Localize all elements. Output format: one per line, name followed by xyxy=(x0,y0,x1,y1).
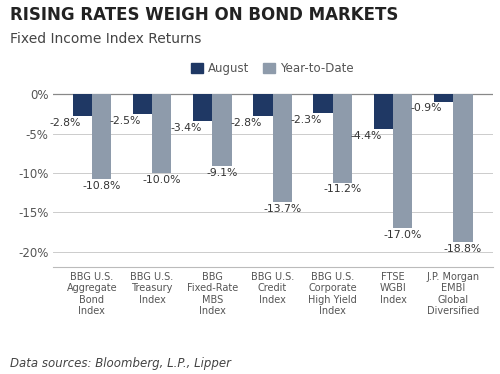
Text: Data sources: Bloomberg, L.P., Lipper: Data sources: Bloomberg, L.P., Lipper xyxy=(10,356,231,370)
Bar xyxy=(393,95,412,228)
Bar xyxy=(332,95,352,183)
Text: -10.8%: -10.8% xyxy=(82,181,120,191)
Bar xyxy=(193,95,212,121)
Bar xyxy=(132,95,152,114)
Text: -0.9%: -0.9% xyxy=(411,104,442,113)
Text: -17.0%: -17.0% xyxy=(384,230,422,240)
Text: -2.5%: -2.5% xyxy=(110,116,141,126)
Bar xyxy=(72,95,92,116)
Bar xyxy=(212,95,232,166)
Text: -10.0%: -10.0% xyxy=(142,175,181,185)
Legend: August, Year-to-Date: August, Year-to-Date xyxy=(186,58,358,80)
Bar xyxy=(272,95,292,202)
Bar xyxy=(434,95,453,101)
Bar xyxy=(374,95,393,129)
Bar xyxy=(453,95,472,242)
Bar xyxy=(253,95,272,116)
Text: Fixed Income Index Returns: Fixed Income Index Returns xyxy=(10,32,202,46)
Text: -13.7%: -13.7% xyxy=(263,204,302,214)
Text: -9.1%: -9.1% xyxy=(206,168,238,178)
Text: -18.8%: -18.8% xyxy=(444,244,482,254)
Text: -2.8%: -2.8% xyxy=(50,119,81,128)
Bar xyxy=(152,95,172,173)
Text: -11.2%: -11.2% xyxy=(324,184,362,194)
Text: -4.4%: -4.4% xyxy=(351,131,382,141)
Text: -2.3%: -2.3% xyxy=(290,114,322,125)
Bar xyxy=(314,95,332,113)
Bar xyxy=(92,95,111,180)
Text: -2.8%: -2.8% xyxy=(230,119,262,128)
Text: RISING RATES WEIGH ON BOND MARKETS: RISING RATES WEIGH ON BOND MARKETS xyxy=(10,6,398,24)
Text: -3.4%: -3.4% xyxy=(170,123,202,133)
